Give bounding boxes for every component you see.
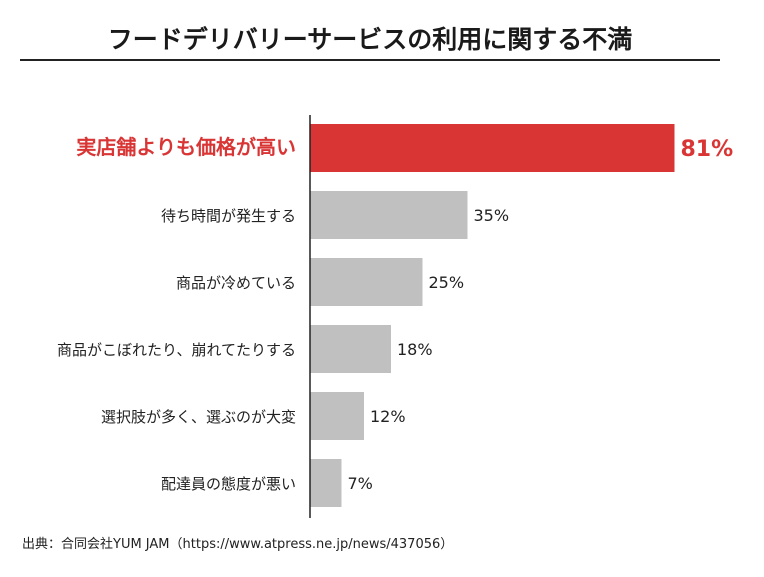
category-label: 商品が冷めている: [176, 274, 296, 292]
value-label: 12%: [370, 407, 406, 426]
bar: [310, 392, 364, 440]
category-label: 実店舗よりも価格が高い: [76, 135, 296, 159]
value-label: 81%: [681, 137, 734, 162]
bar: [310, 191, 468, 239]
category-label: 商品がこぼれたり、崩れてたりする: [57, 341, 296, 359]
bar: [310, 124, 675, 172]
value-label: 25%: [429, 273, 465, 292]
source-note: 出典：合同会社YUM JAM（https://www.atpress.ne.jp…: [22, 537, 454, 552]
title-underline: [20, 59, 720, 61]
value-label: 7%: [348, 474, 373, 493]
category-label: 配達員の態度が悪い: [161, 475, 296, 493]
value-label: 35%: [474, 206, 510, 225]
bar: [310, 258, 423, 306]
category-label: 選択肢が多く、選ぶのが大変: [101, 408, 296, 426]
bar: [310, 325, 391, 373]
category-label: 待ち時間が発生する: [161, 207, 296, 225]
chart-title: フードデリバリーサービスの利用に関する不満: [107, 25, 633, 54]
bar: [310, 459, 342, 507]
value-label: 18%: [397, 340, 433, 359]
